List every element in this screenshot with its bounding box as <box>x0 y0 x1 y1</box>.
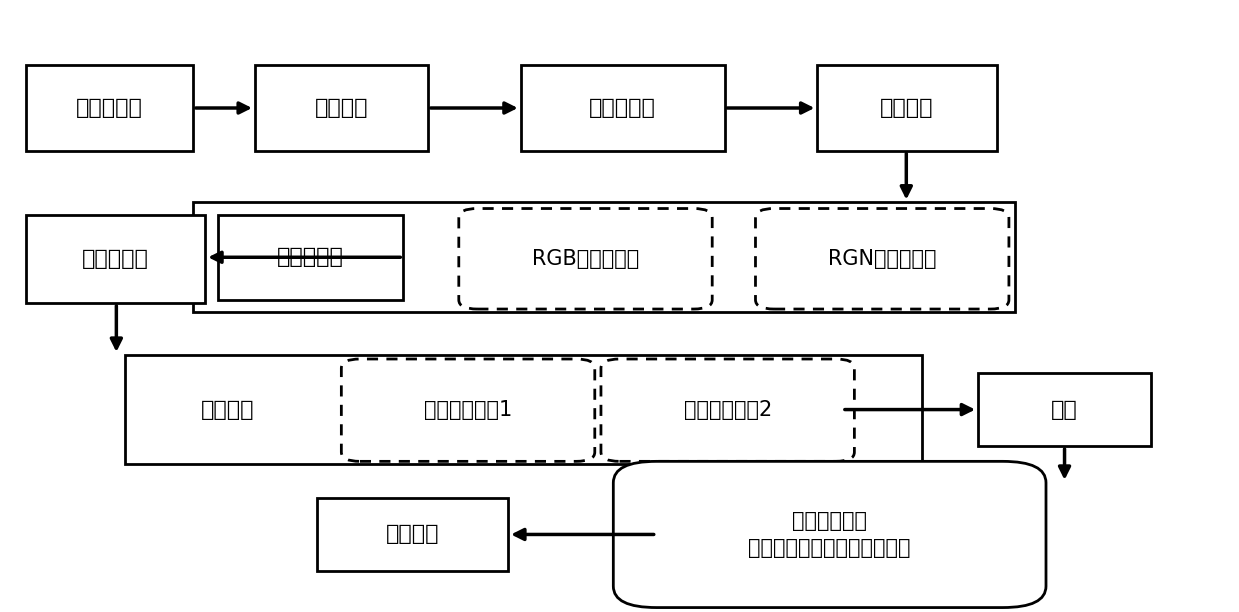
Text: 分类精度评估
（不同传感器、不同生育期）: 分类精度评估 （不同传感器、不同生育期） <box>748 511 911 558</box>
FancyBboxPatch shape <box>218 215 403 300</box>
Text: 迁移学习方法1: 迁移学习方法1 <box>424 400 512 420</box>
FancyBboxPatch shape <box>520 65 725 151</box>
Text: 模型组合: 模型组合 <box>385 524 439 545</box>
Text: 数据集增广: 数据集增广 <box>82 249 149 269</box>
Text: 图像拼接: 图像拼接 <box>315 98 368 118</box>
Text: 图像标注: 图像标注 <box>880 98 934 118</box>
FancyBboxPatch shape <box>26 215 206 303</box>
Text: 数据集制作: 数据集制作 <box>278 247 344 267</box>
Text: 迁移学习方法2: 迁移学习方法2 <box>684 400 772 420</box>
FancyBboxPatch shape <box>818 65 996 151</box>
FancyBboxPatch shape <box>317 498 508 571</box>
Text: 无人机图片: 无人机图片 <box>76 98 142 118</box>
FancyBboxPatch shape <box>978 373 1151 446</box>
FancyBboxPatch shape <box>342 359 595 461</box>
FancyBboxPatch shape <box>458 209 712 309</box>
Text: RGN、标签数据: RGN、标签数据 <box>828 249 937 269</box>
Text: 图像预处理: 图像预处理 <box>590 98 655 118</box>
Text: 预测: 预测 <box>1051 400 1078 420</box>
FancyBboxPatch shape <box>601 359 855 461</box>
FancyBboxPatch shape <box>125 355 922 465</box>
FancyBboxPatch shape <box>193 203 1015 312</box>
FancyBboxPatch shape <box>613 461 1046 608</box>
FancyBboxPatch shape <box>255 65 427 151</box>
FancyBboxPatch shape <box>756 209 1009 309</box>
Text: 模型训练: 模型训练 <box>201 400 254 420</box>
FancyBboxPatch shape <box>26 65 193 151</box>
Text: RGB、标签数据: RGB、标签数据 <box>532 249 639 269</box>
